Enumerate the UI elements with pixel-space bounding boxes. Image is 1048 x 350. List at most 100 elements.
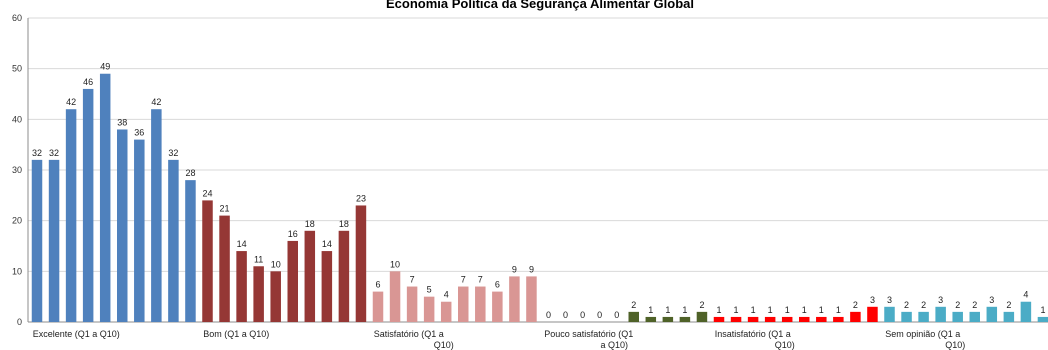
data-label: 6 bbox=[375, 280, 380, 290]
bar bbox=[918, 311, 929, 322]
data-label: 18 bbox=[339, 219, 349, 229]
data-label: 7 bbox=[461, 275, 466, 285]
bar bbox=[935, 306, 946, 322]
data-label: 42 bbox=[66, 97, 76, 107]
category-label: Pouco satisfatório (Q1 bbox=[544, 329, 633, 339]
data-label: 21 bbox=[220, 204, 230, 214]
bar bbox=[458, 286, 469, 322]
bar bbox=[747, 316, 759, 322]
data-label: 49 bbox=[100, 62, 110, 72]
data-label: 1 bbox=[802, 305, 807, 315]
data-label: 1 bbox=[682, 305, 687, 315]
data-label: 4 bbox=[1023, 290, 1028, 300]
bar bbox=[1020, 301, 1032, 322]
y-tick-label: 20 bbox=[12, 216, 22, 226]
data-label: 5 bbox=[427, 285, 432, 295]
data-label: 32 bbox=[49, 148, 59, 158]
data-label: 11 bbox=[254, 254, 263, 264]
data-label: 4 bbox=[444, 290, 449, 300]
bar bbox=[662, 316, 674, 322]
data-label: 1 bbox=[785, 305, 790, 315]
data-label: 1 bbox=[768, 305, 773, 315]
bar bbox=[884, 306, 895, 322]
bar bbox=[338, 230, 350, 322]
bar bbox=[65, 109, 77, 322]
data-labels: 32 32424649383642322824211411101618141823… bbox=[32, 62, 1045, 320]
y-tick-label: 10 bbox=[12, 266, 22, 276]
bar bbox=[423, 296, 435, 322]
bar bbox=[321, 251, 333, 322]
y-tick-label: 0 bbox=[17, 317, 22, 327]
bar bbox=[355, 205, 367, 322]
data-label: 10 bbox=[271, 259, 281, 269]
bar bbox=[185, 180, 196, 322]
chart-title: Economia Política da Segurança Alimentar… bbox=[386, 0, 694, 11]
data-label: 7 bbox=[410, 275, 415, 285]
bar bbox=[696, 311, 708, 322]
bar bbox=[236, 251, 247, 322]
data-label: 2 bbox=[904, 300, 909, 310]
data-label: 7 bbox=[478, 275, 483, 285]
data-label: 28 bbox=[185, 168, 195, 178]
data-label: 1 bbox=[734, 305, 739, 315]
data-label: 1 bbox=[648, 305, 653, 315]
bar bbox=[901, 311, 912, 322]
data-label: 3 bbox=[887, 295, 892, 305]
category-label: Q10) bbox=[775, 340, 795, 350]
bar bbox=[781, 316, 793, 322]
data-label: 2 bbox=[972, 300, 977, 310]
data-label: 9 bbox=[512, 264, 517, 274]
bar bbox=[526, 276, 537, 322]
data-label: 46 bbox=[83, 77, 93, 87]
data-label: 2 bbox=[631, 300, 636, 310]
bar bbox=[440, 301, 452, 322]
y-axis: 0 10 20 30 40 50 60 bbox=[12, 13, 29, 327]
category-labels: Excelente (Q1 a Q10) Bom (Q1 a Q10) Satisf… bbox=[33, 329, 966, 350]
data-label: 6 bbox=[495, 280, 500, 290]
data-label: 3 bbox=[938, 295, 943, 305]
y-tick-label: 60 bbox=[12, 13, 22, 23]
bar bbox=[730, 316, 742, 322]
data-label: 0 bbox=[580, 310, 585, 320]
data-label: 14 bbox=[322, 239, 332, 249]
category-label: Satisfatório (Q1 a bbox=[374, 329, 444, 339]
bar bbox=[764, 316, 776, 322]
data-label: 2 bbox=[699, 300, 704, 310]
bar bbox=[31, 159, 43, 322]
category-label: Q10) bbox=[434, 340, 454, 350]
bar bbox=[799, 316, 810, 322]
data-label: 38 bbox=[117, 117, 127, 127]
bar bbox=[151, 109, 162, 322]
data-label: 23 bbox=[356, 193, 366, 203]
data-label: 0 bbox=[614, 310, 619, 320]
bar bbox=[986, 306, 998, 322]
gridlines bbox=[28, 17, 1048, 323]
bar bbox=[389, 271, 401, 322]
bar bbox=[713, 316, 725, 322]
data-label: 42 bbox=[151, 97, 161, 107]
bar bbox=[117, 129, 128, 322]
bar bbox=[850, 311, 861, 322]
y-tick-label: 40 bbox=[12, 114, 22, 124]
data-label: 0 bbox=[597, 310, 602, 320]
bar bbox=[833, 316, 844, 322]
category-label: a Q10) bbox=[600, 340, 628, 350]
data-label: 1 bbox=[1040, 305, 1045, 315]
data-label: 14 bbox=[237, 239, 247, 249]
data-label: 3 bbox=[870, 295, 875, 305]
data-label: 1 bbox=[836, 305, 841, 315]
bar bbox=[867, 306, 878, 322]
data-label: 0 bbox=[563, 310, 568, 320]
bar bbox=[202, 200, 213, 322]
data-label: 24 bbox=[202, 188, 212, 198]
bars bbox=[31, 73, 1048, 322]
data-label: 10 bbox=[390, 259, 400, 269]
data-label: 2 bbox=[955, 300, 960, 310]
bar bbox=[492, 291, 503, 322]
bar bbox=[816, 316, 827, 322]
bar bbox=[287, 240, 298, 322]
bar bbox=[628, 311, 639, 322]
data-label: 1 bbox=[665, 305, 670, 315]
category-label: Sem opinião (Q1 a bbox=[885, 329, 960, 339]
